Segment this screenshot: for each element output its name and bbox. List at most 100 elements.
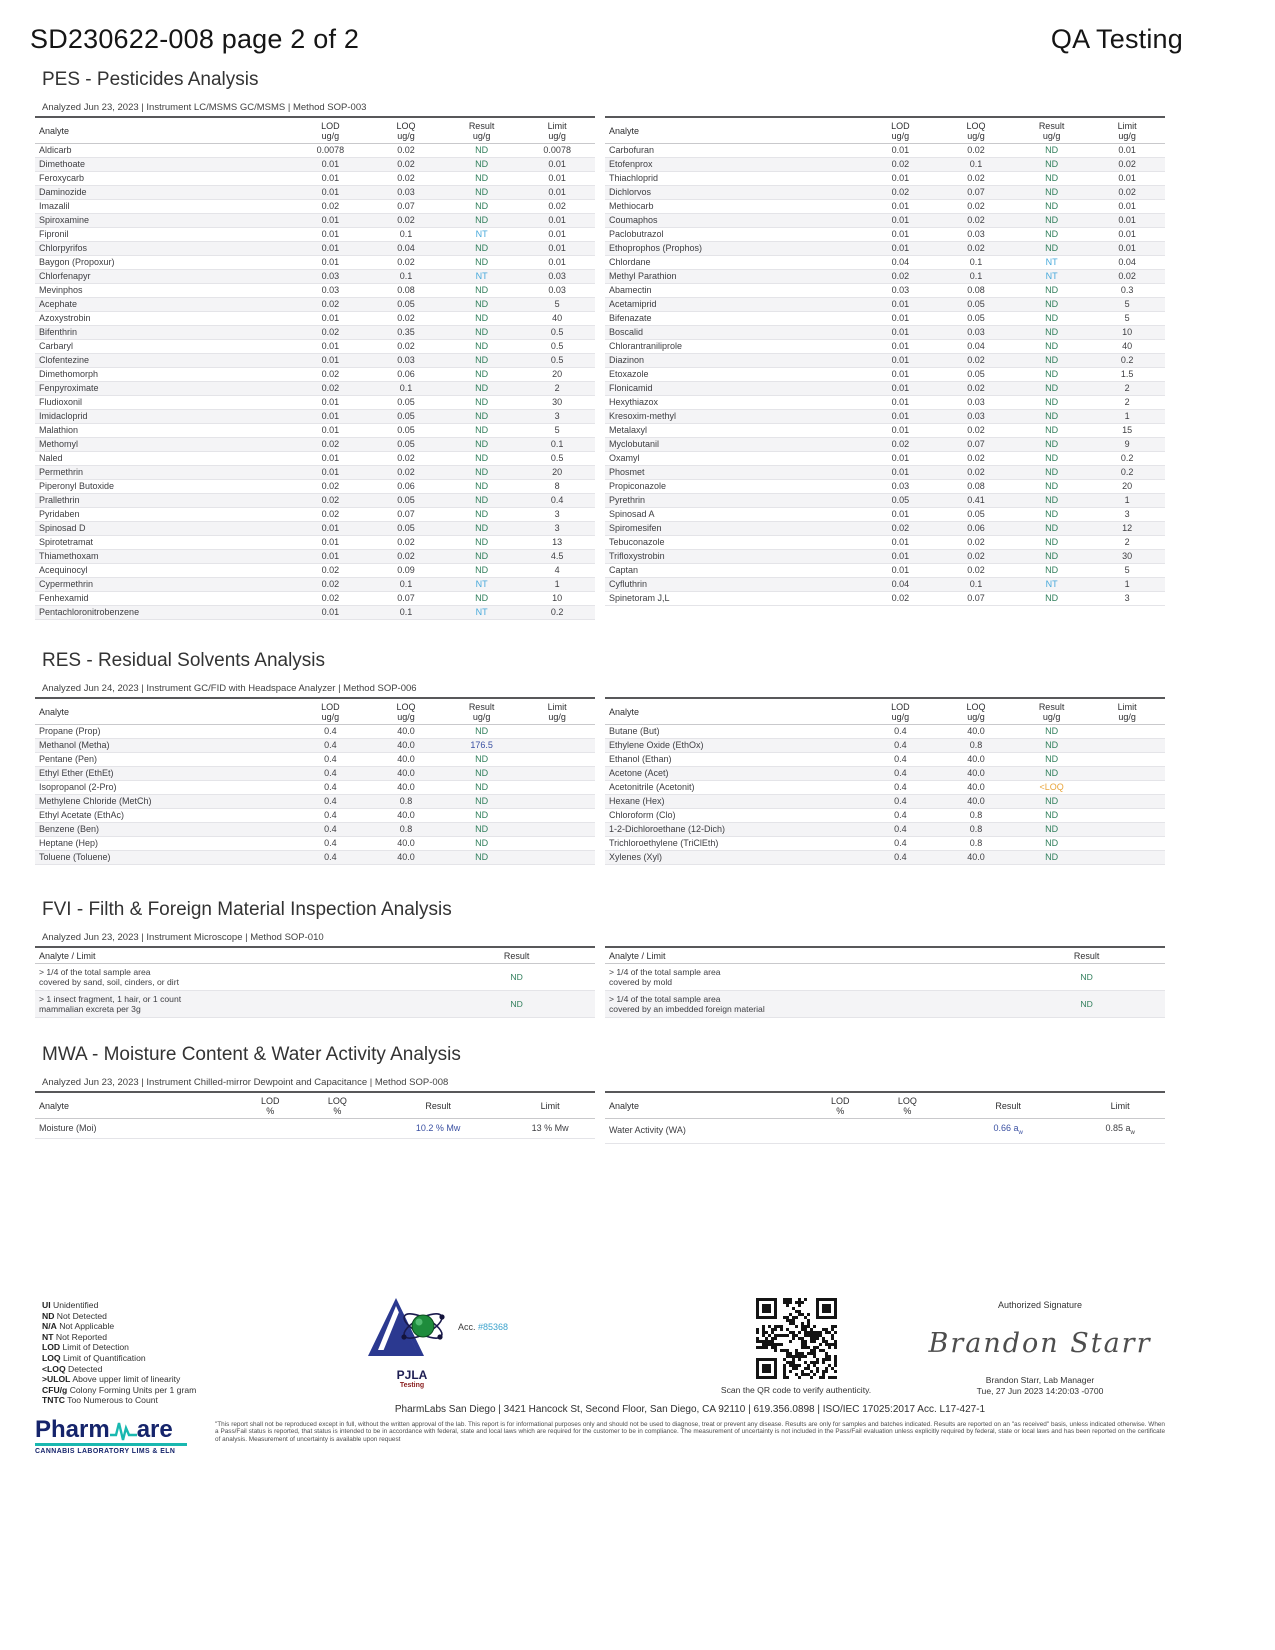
table-row: Dimethoate 0.01 0.02 ND 0.01 xyxy=(35,157,595,172)
loq-cell: 0.03 xyxy=(368,185,444,200)
fvi-section-title: FVI - Filth & Foreign Material Inspectio… xyxy=(42,899,452,920)
analyte-cell: Carbaryl xyxy=(35,339,293,354)
loq-cell: 0.02 xyxy=(368,213,444,228)
table-row: Heptane (Hep) 0.4 40.0 ND xyxy=(35,836,595,851)
lod-cell: 0.4 xyxy=(862,836,939,851)
lod-cell: 0.4 xyxy=(292,766,369,781)
table-row: Ethyl Acetate (EthAc) 0.4 40.0 ND xyxy=(35,808,595,823)
analyte-cell: Ethyl Ether (EthEt) xyxy=(35,766,293,781)
analyte-cell: Fludioxonil xyxy=(35,395,293,410)
loq-cell: 0.35 xyxy=(368,325,444,340)
limit-cell: 2 xyxy=(1089,381,1165,396)
table-row: Acetonitrile (Acetonit) 0.4 40.0 <LOQ xyxy=(605,780,1165,795)
analyte-cell: Thiamethoxam xyxy=(35,549,293,564)
table-row: Cypermethrin 0.02 0.1 NT 1 xyxy=(35,577,595,592)
analyte-cell: Abamectin xyxy=(605,283,863,298)
result-cell: ND xyxy=(443,535,520,550)
loq-cell: 0.02 xyxy=(938,451,1014,466)
lod-cell: 0.02 xyxy=(292,479,369,494)
limit-cell: 3 xyxy=(519,409,595,424)
column-header-analyte: Analyte xyxy=(605,697,863,725)
analyte-cell: Aldicarb xyxy=(35,143,293,158)
lod-cell: 0.01 xyxy=(862,227,939,242)
loq-cell: 0.05 xyxy=(938,311,1014,326)
result-cell: ND xyxy=(443,255,520,270)
result-cell: ND xyxy=(443,311,520,326)
analyte-cell: Trichloroethylene (TriClEth) xyxy=(605,836,863,851)
qa-testing-label: QA Testing xyxy=(1050,24,1183,54)
fvi-tables: Analyte / Limit Result > 1/4 of the tota… xyxy=(35,946,1165,1018)
loq-cell: 0.02 xyxy=(938,549,1014,564)
loq-cell: 0.02 xyxy=(368,143,444,158)
loq-cell: 0.06 xyxy=(368,367,444,382)
lod-cell: 0.01 xyxy=(292,409,369,424)
result-cell: NT xyxy=(443,577,520,592)
loq-cell: 0.8 xyxy=(938,836,1014,851)
lod-cell: 0.01 xyxy=(292,227,369,242)
table-row: Boscalid 0.01 0.03 ND 10 xyxy=(605,325,1165,340)
signature-date: Tue, 27 Jun 2023 14:20:03 -0700 xyxy=(976,1386,1104,1396)
result-cell: ND xyxy=(443,507,520,522)
loq-cell: 0.07 xyxy=(938,185,1014,200)
result-cell: ND xyxy=(1013,724,1090,739)
lod-cell: 0.01 xyxy=(862,325,939,340)
limit-cell: 0.02 xyxy=(1089,269,1165,284)
table-row: Moisture (Moi) 10.2 % Mw 13 % Mw xyxy=(35,1118,595,1139)
limit-cell xyxy=(519,822,595,837)
column-header-result: Result ug/g xyxy=(1013,116,1090,144)
loq-cell: 0.02 xyxy=(368,171,444,186)
result-cell: ND xyxy=(443,381,520,396)
table-row: Chlordane 0.04 0.1 NT 0.04 xyxy=(605,255,1165,270)
table-row: Pyridaben 0.02 0.07 ND 3 xyxy=(35,507,595,522)
result-cell: ND xyxy=(1013,339,1090,354)
lod-cell: 0.01 xyxy=(862,395,939,410)
lod-cell: 0.01 xyxy=(862,171,939,186)
res-tables: Analyte LOD ug/g LOQ ug/g Result ug/g Limit… xyxy=(35,697,1165,865)
lod-cell: 0.03 xyxy=(862,479,939,494)
loq-cell: 0.07 xyxy=(368,507,444,522)
table-row: Mevinphos 0.03 0.08 ND 0.03 xyxy=(35,283,595,298)
analyte-cell: Azoxystrobin xyxy=(35,311,293,326)
table-row: Kresoxim-methyl 0.01 0.03 ND 1 xyxy=(605,409,1165,424)
column-header-analyte: Analyte xyxy=(35,1091,237,1119)
limit-cell xyxy=(1089,780,1165,795)
result-cell: ND xyxy=(1013,199,1090,214)
lod-cell: 0.02 xyxy=(292,591,369,606)
signature-block: Authorized Signature Brandon Starr Brand… xyxy=(900,1300,1180,1396)
lod-cell: 0.02 xyxy=(292,563,369,578)
lod-cell: 0.01 xyxy=(292,605,369,620)
pjla-accreditation-logo: PJLA Testing Acc. #85368 xyxy=(366,1296,516,1389)
lod-cell: 0.4 xyxy=(292,724,369,739)
result-cell: ND xyxy=(1013,297,1090,312)
analyte-cell: Daminozide xyxy=(35,185,293,200)
table-row: Ethyl Ether (EthEt) 0.4 40.0 ND xyxy=(35,766,595,781)
lod-cell: 0.0078 xyxy=(292,143,369,158)
limit-cell xyxy=(1089,808,1165,823)
limit-cell: 5 xyxy=(519,423,595,438)
result-cell: ND xyxy=(1013,591,1090,606)
table-row: Naled 0.01 0.02 ND 0.5 xyxy=(35,451,595,466)
loq-cell: 0.8 xyxy=(938,822,1014,837)
analyte-cell: Acephate xyxy=(35,297,293,312)
limit-cell: 0.5 xyxy=(519,451,595,466)
analyte-cell: Pentane (Pen) xyxy=(35,752,293,767)
loq-cell: 0.8 xyxy=(938,738,1014,753)
lod-cell: 0.02 xyxy=(292,297,369,312)
lod-cell: 0.05 xyxy=(862,493,939,508)
lod-cell: 0.01 xyxy=(862,549,939,564)
lod-cell: 0.01 xyxy=(862,143,939,158)
limit-cell: 3 xyxy=(519,521,595,536)
loq-cell: 0.02 xyxy=(368,465,444,480)
limit-cell: 0.03 xyxy=(519,269,595,284)
lod-cell: 0.4 xyxy=(292,850,369,865)
result-cell: ND xyxy=(443,297,520,312)
result-cell: ND xyxy=(443,353,520,368)
limit-cell: 2 xyxy=(1089,535,1165,550)
table-row: Fenhexamid 0.02 0.07 ND 10 xyxy=(35,591,595,606)
loq-cell: 0.41 xyxy=(938,493,1014,508)
loq-cell: 0.07 xyxy=(368,199,444,214)
lod-cell: 0.01 xyxy=(292,185,369,200)
loq-cell: 0.02 xyxy=(938,171,1014,186)
pharmware-logo: Pharm are CANNABIS LABORATORY LIMS & ELN xyxy=(35,1418,187,1455)
loq-cell: 0.1 xyxy=(938,255,1014,270)
